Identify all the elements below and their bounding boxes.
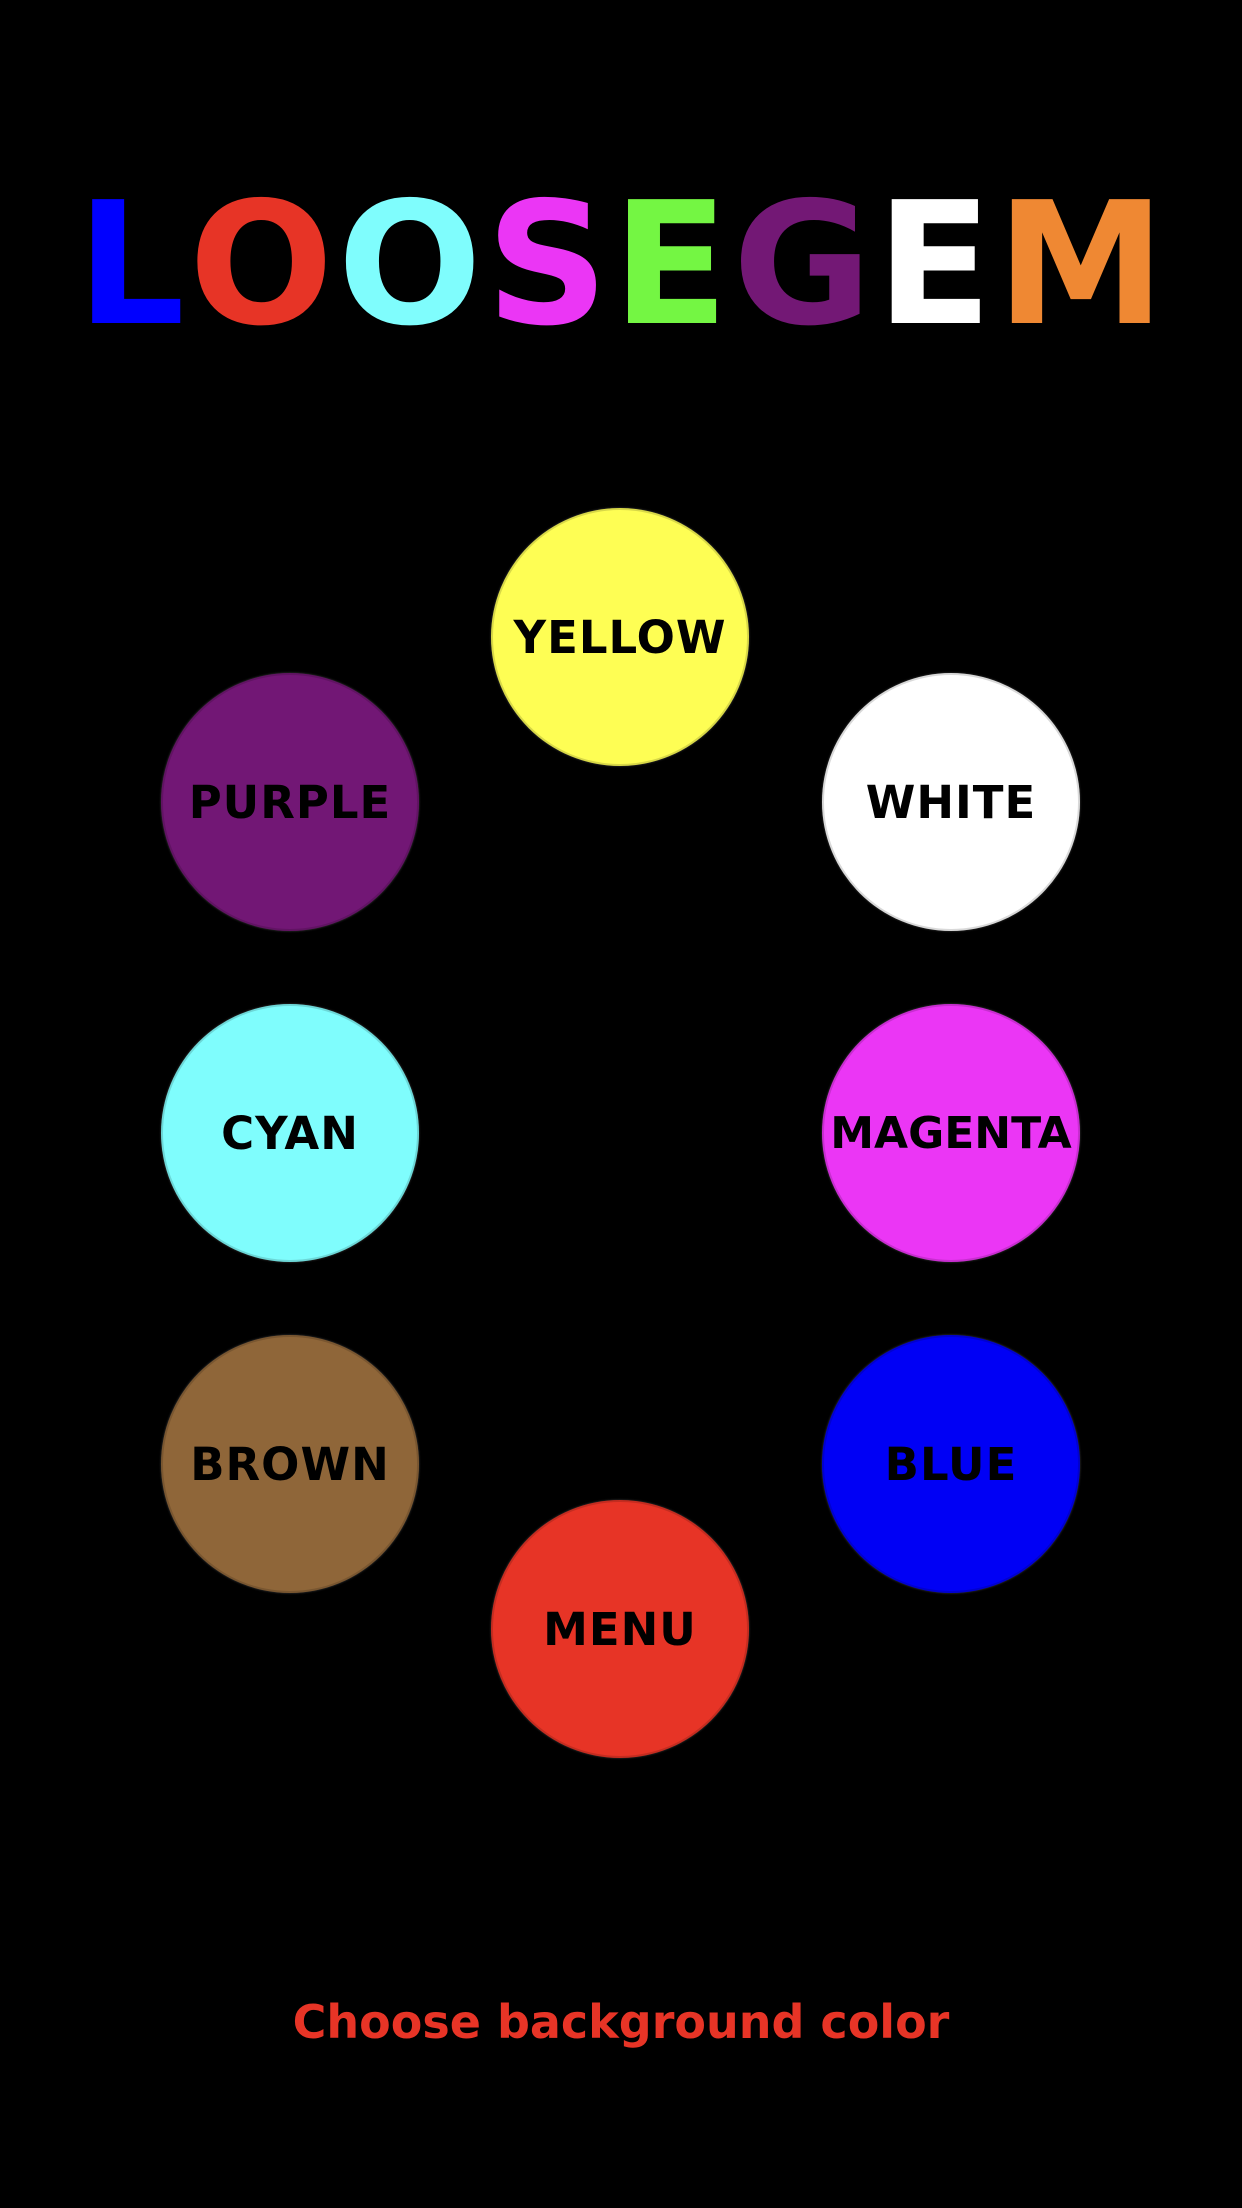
title-letter-4: S bbox=[485, 166, 609, 364]
blue-button-label: BLUE bbox=[884, 1437, 1018, 1491]
yellow-button-label: YELLOW bbox=[513, 610, 727, 664]
white-button[interactable]: WHITE bbox=[822, 673, 1080, 931]
title-letter-6: G bbox=[732, 166, 873, 364]
title-letter-2: O bbox=[188, 166, 334, 364]
cyan-button[interactable]: CYAN bbox=[161, 1004, 419, 1262]
title-letter-7: E bbox=[876, 166, 993, 364]
brown-button-label: BROWN bbox=[190, 1437, 390, 1491]
cyan-button-label: CYAN bbox=[221, 1106, 359, 1160]
magenta-button-label: MAGENTA bbox=[830, 1107, 1072, 1159]
purple-button[interactable]: PURPLE bbox=[161, 673, 419, 931]
menu-button-label: MENU bbox=[543, 1602, 697, 1656]
title-letter-5: E bbox=[612, 166, 729, 364]
menu-button[interactable]: MENU bbox=[491, 1500, 749, 1758]
instruction-text: Choose background color bbox=[292, 1995, 950, 2049]
title-letter-8: M bbox=[996, 166, 1166, 364]
brown-button[interactable]: BROWN bbox=[161, 1335, 419, 1593]
purple-button-label: PURPLE bbox=[188, 775, 392, 829]
yellow-button[interactable]: YELLOW bbox=[491, 508, 749, 766]
game-title: L O O S E G E M bbox=[0, 180, 1242, 350]
blue-button[interactable]: BLUE bbox=[822, 1335, 1080, 1593]
magenta-button[interactable]: MAGENTA bbox=[822, 1004, 1080, 1262]
white-button-label: WHITE bbox=[865, 775, 1037, 829]
title-letter-3: O bbox=[337, 166, 482, 364]
title-letter-1: L bbox=[76, 166, 185, 364]
